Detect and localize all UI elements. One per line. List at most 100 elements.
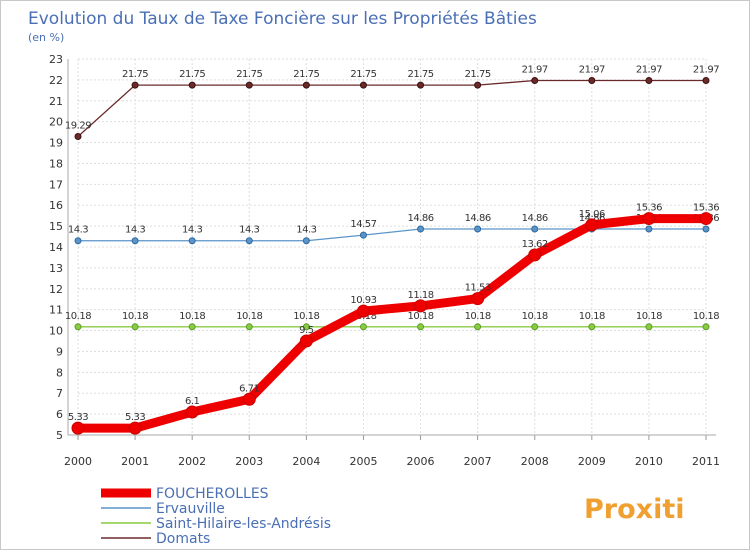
legend-label: FOUCHEROLLES — [156, 486, 269, 502]
x-tick-label: 2003 — [235, 455, 263, 468]
data-label: 10.18 — [179, 311, 205, 322]
data-point — [188, 323, 196, 331]
data-label: 10.18 — [522, 311, 548, 322]
y-tick-label: 17 — [49, 178, 63, 191]
data-label: 15.36 — [693, 203, 719, 214]
chart-title: Evolution du Taux de Taxe Foncière sur l… — [28, 9, 537, 29]
data-point — [699, 212, 713, 226]
data-point — [188, 237, 196, 245]
data-point — [242, 392, 256, 406]
data-label: 14.86 — [407, 213, 433, 224]
data-point — [474, 225, 482, 233]
data-point — [131, 323, 139, 331]
data-label: 10.18 — [407, 311, 433, 322]
y-tick-label: 12 — [49, 283, 63, 296]
y-tick-label: 22 — [49, 74, 63, 87]
data-point — [645, 77, 653, 85]
legend-label: Saint-Hilaire-les-Andrésis — [156, 516, 331, 532]
series-line-0 — [73, 214, 711, 433]
data-label: 21.97 — [636, 65, 662, 76]
data-point — [131, 237, 139, 245]
legend-label: Ervauville — [156, 501, 225, 517]
data-point — [302, 237, 310, 245]
y-tick-label: 6 — [56, 408, 63, 421]
x-tick-label: 2001 — [121, 455, 149, 468]
y-tick-label: 18 — [49, 157, 63, 170]
data-label: 10.18 — [236, 311, 262, 322]
data-label: 15.36 — [636, 203, 662, 214]
legend: FOUCHEROLLESErvauvilleSaint-Hilaire-les-… — [101, 486, 331, 547]
y-tick-label: 5 — [56, 429, 63, 442]
data-point — [531, 323, 539, 331]
x-tick-label: 2010 — [635, 455, 663, 468]
data-point — [417, 323, 425, 331]
data-point — [531, 77, 539, 85]
data-label: 21.75 — [293, 69, 319, 80]
data-label: 21.75 — [236, 69, 262, 80]
data-label: 10.18 — [693, 311, 719, 322]
data-point — [414, 299, 428, 313]
data-point — [71, 421, 85, 435]
data-label: 14.3 — [182, 225, 202, 236]
data-label: 14.3 — [296, 225, 316, 236]
data-point — [74, 323, 82, 331]
y-tick-label: 15 — [49, 220, 63, 233]
data-label: 9.5 — [299, 325, 314, 336]
series-line-3 — [77, 79, 707, 138]
data-label: 5.33 — [125, 412, 145, 423]
data-label: 10.18 — [465, 311, 491, 322]
data-point — [417, 225, 425, 233]
data-label: 21.75 — [179, 69, 205, 80]
data-point — [245, 81, 253, 89]
data-point — [417, 81, 425, 89]
data-point — [74, 132, 82, 140]
x-tick-label: 2006 — [407, 455, 435, 468]
data-label: 21.75 — [350, 69, 376, 80]
grid — [77, 58, 707, 436]
data-label: 10.18 — [122, 311, 148, 322]
data-point — [131, 81, 139, 89]
data-label: 5.33 — [68, 412, 88, 423]
data-label: 14.57 — [350, 219, 376, 230]
data-label: 19.29 — [65, 120, 91, 131]
data-point — [128, 421, 142, 435]
data-point — [302, 323, 310, 331]
data-label: 10.18 — [293, 311, 319, 322]
data-label: 14.86 — [522, 213, 548, 224]
data-point — [299, 334, 313, 348]
data-point — [642, 212, 656, 226]
data-point — [185, 405, 199, 419]
data-point — [531, 225, 539, 233]
y-tick-label: 20 — [49, 116, 63, 129]
data-point — [645, 323, 653, 331]
y-tick-label: 8 — [56, 366, 63, 379]
y-tick-label: 13 — [49, 262, 63, 275]
data-label: 21.97 — [693, 65, 719, 76]
y-tick-label: 9 — [56, 345, 63, 358]
data-point — [474, 81, 482, 89]
data-label: 21.97 — [522, 65, 548, 76]
data-point — [588, 323, 596, 331]
data-point — [245, 237, 253, 245]
proxiti-logo-text: Proxiti — [584, 494, 685, 525]
data-label: 10.18 — [636, 311, 662, 322]
data-label: 21.97 — [579, 65, 605, 76]
data-label: 14.3 — [125, 225, 145, 236]
data-point — [188, 81, 196, 89]
data-label: 14.86 — [465, 213, 491, 224]
proxiti-logo: Proxiti — [584, 494, 685, 525]
data-label: 15.06 — [579, 209, 605, 220]
x-tick-label: 2002 — [178, 455, 206, 468]
data-label: 11.18 — [407, 290, 433, 301]
data-point — [74, 237, 82, 245]
y-tick-label: 11 — [49, 304, 63, 317]
y-axis-unit-label: (en %) — [28, 31, 64, 44]
x-tick-label: 2009 — [578, 455, 606, 468]
data-label: 13.62 — [522, 239, 548, 250]
data-point — [702, 323, 710, 331]
data-point — [702, 77, 710, 85]
y-tick-label: 16 — [49, 199, 63, 212]
data-label: 10.18 — [579, 311, 605, 322]
y-tick-label: 7 — [56, 387, 63, 400]
